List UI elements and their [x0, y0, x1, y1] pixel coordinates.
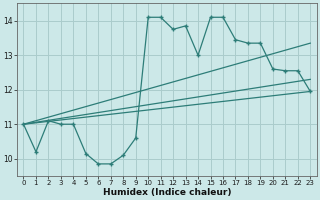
X-axis label: Humidex (Indice chaleur): Humidex (Indice chaleur)	[103, 188, 231, 197]
